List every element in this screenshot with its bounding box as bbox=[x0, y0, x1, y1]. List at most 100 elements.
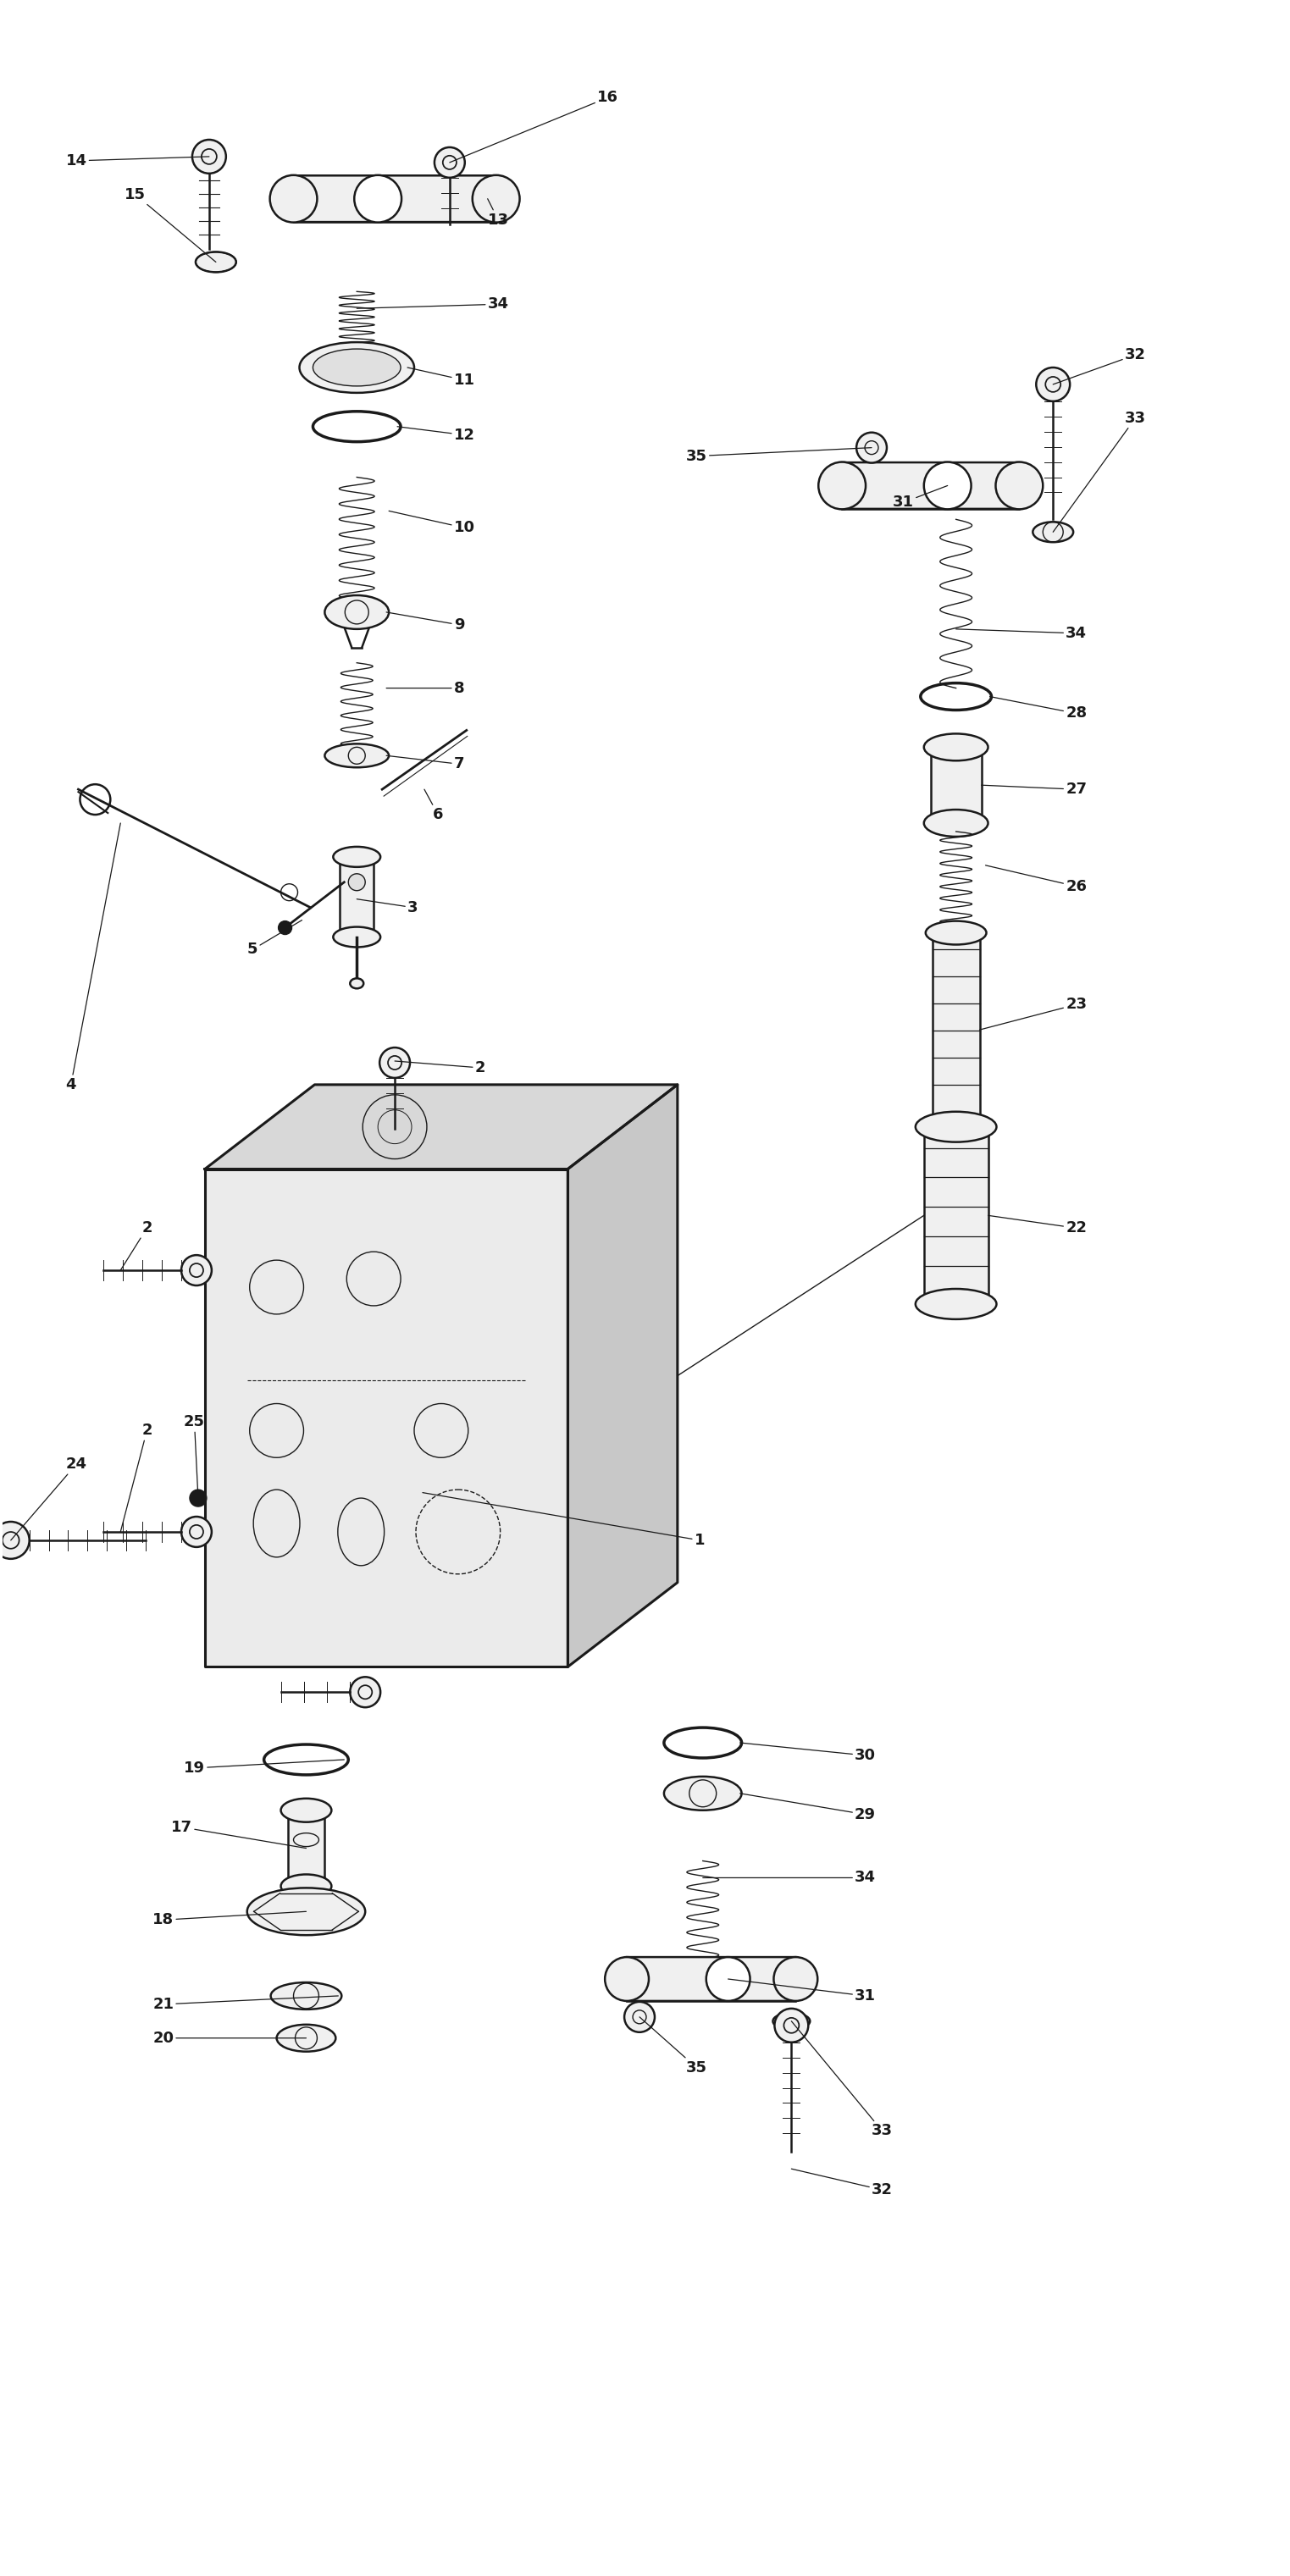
Text: 7: 7 bbox=[386, 755, 464, 773]
Ellipse shape bbox=[916, 1113, 996, 1141]
Ellipse shape bbox=[313, 348, 401, 386]
Text: 35: 35 bbox=[640, 2017, 707, 2076]
Text: 32: 32 bbox=[1053, 348, 1146, 384]
Bar bbox=[924, 1126, 988, 1303]
Text: 15: 15 bbox=[125, 188, 215, 263]
Ellipse shape bbox=[773, 2012, 810, 2030]
Text: 34: 34 bbox=[703, 1870, 876, 1886]
Circle shape bbox=[472, 175, 520, 222]
Text: 9: 9 bbox=[386, 613, 464, 634]
Text: 33: 33 bbox=[792, 2022, 893, 2138]
Text: 20: 20 bbox=[152, 2030, 306, 2045]
Text: 31: 31 bbox=[728, 1978, 876, 2004]
Text: 21: 21 bbox=[152, 1996, 338, 2012]
Ellipse shape bbox=[276, 2025, 335, 2050]
Ellipse shape bbox=[271, 1984, 342, 2009]
Circle shape bbox=[350, 1677, 381, 1708]
Text: 17: 17 bbox=[172, 1819, 306, 1847]
FancyBboxPatch shape bbox=[842, 464, 1019, 510]
Circle shape bbox=[774, 2009, 809, 2043]
Text: 2: 2 bbox=[395, 1061, 485, 1074]
Circle shape bbox=[706, 1958, 749, 2002]
Text: 11: 11 bbox=[408, 368, 475, 389]
Text: 14: 14 bbox=[66, 152, 209, 167]
Text: 33: 33 bbox=[1053, 410, 1146, 533]
Text: 5: 5 bbox=[248, 920, 302, 958]
Bar bbox=[294, 175, 497, 222]
Polygon shape bbox=[205, 1170, 568, 1667]
Circle shape bbox=[279, 922, 292, 935]
Text: 29: 29 bbox=[740, 1793, 876, 1821]
Text: 3: 3 bbox=[357, 899, 418, 914]
FancyBboxPatch shape bbox=[294, 175, 497, 222]
Circle shape bbox=[190, 1489, 206, 1507]
Text: 18: 18 bbox=[152, 1911, 306, 1927]
Ellipse shape bbox=[926, 922, 987, 945]
Bar bbox=[933, 933, 979, 1126]
Polygon shape bbox=[205, 1084, 677, 1170]
Circle shape bbox=[996, 461, 1042, 510]
Ellipse shape bbox=[196, 252, 236, 273]
Text: 25: 25 bbox=[183, 1414, 205, 1499]
Text: 1: 1 bbox=[423, 1492, 704, 1548]
Text: 2: 2 bbox=[120, 1221, 152, 1270]
Bar bbox=[341, 858, 374, 938]
Circle shape bbox=[818, 461, 866, 510]
Circle shape bbox=[355, 175, 401, 222]
Text: 30: 30 bbox=[740, 1744, 876, 1762]
Circle shape bbox=[379, 1048, 410, 1077]
Text: 24: 24 bbox=[10, 1455, 86, 1540]
Bar bbox=[842, 464, 1019, 510]
Text: 34: 34 bbox=[956, 626, 1087, 641]
Circle shape bbox=[624, 2002, 655, 2032]
Circle shape bbox=[182, 1255, 212, 1285]
Text: 35: 35 bbox=[686, 448, 872, 464]
Ellipse shape bbox=[916, 1288, 996, 1319]
Ellipse shape bbox=[926, 1115, 987, 1139]
Circle shape bbox=[0, 1522, 30, 1558]
Text: 4: 4 bbox=[66, 824, 120, 1092]
Text: 26: 26 bbox=[986, 866, 1087, 894]
Ellipse shape bbox=[924, 734, 988, 760]
Text: 28: 28 bbox=[989, 696, 1087, 721]
Ellipse shape bbox=[333, 848, 381, 868]
Ellipse shape bbox=[281, 1875, 332, 1899]
Ellipse shape bbox=[248, 1888, 365, 1935]
Text: 27: 27 bbox=[982, 781, 1087, 796]
Ellipse shape bbox=[333, 927, 381, 948]
Circle shape bbox=[348, 873, 365, 891]
Text: 2: 2 bbox=[120, 1422, 152, 1533]
Ellipse shape bbox=[325, 595, 388, 629]
Text: 12: 12 bbox=[397, 428, 475, 443]
Circle shape bbox=[1036, 368, 1069, 402]
Text: 34: 34 bbox=[357, 296, 508, 312]
Polygon shape bbox=[568, 1084, 677, 1667]
Text: 16: 16 bbox=[450, 90, 618, 162]
Ellipse shape bbox=[664, 1777, 742, 1811]
Text: 6: 6 bbox=[424, 788, 444, 822]
Text: 13: 13 bbox=[488, 198, 508, 227]
Text: 31: 31 bbox=[893, 487, 948, 510]
Bar bbox=[627, 1958, 796, 2002]
Ellipse shape bbox=[924, 809, 988, 837]
Circle shape bbox=[605, 1958, 649, 2002]
Ellipse shape bbox=[350, 979, 364, 989]
Circle shape bbox=[192, 139, 226, 173]
Text: 10: 10 bbox=[388, 510, 475, 536]
FancyBboxPatch shape bbox=[627, 1958, 796, 2002]
Circle shape bbox=[857, 433, 886, 464]
Circle shape bbox=[774, 1958, 818, 2002]
Text: 22: 22 bbox=[988, 1216, 1087, 1236]
Circle shape bbox=[270, 175, 317, 222]
Ellipse shape bbox=[325, 744, 388, 768]
Circle shape bbox=[182, 1517, 212, 1548]
Text: 23: 23 bbox=[979, 997, 1087, 1030]
Text: 19: 19 bbox=[183, 1759, 344, 1775]
Text: 8: 8 bbox=[386, 680, 464, 696]
Bar bbox=[288, 1811, 325, 1886]
Ellipse shape bbox=[1033, 523, 1073, 541]
Text: 32: 32 bbox=[792, 2169, 893, 2197]
Bar bbox=[930, 747, 982, 824]
Circle shape bbox=[924, 461, 971, 510]
Ellipse shape bbox=[299, 343, 414, 392]
